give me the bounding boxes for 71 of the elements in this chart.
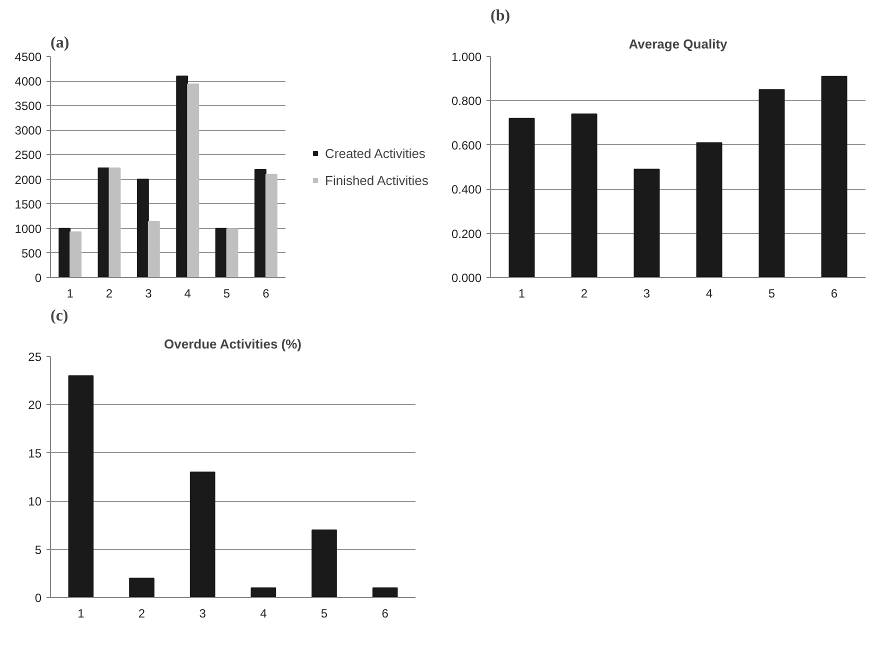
x-tick-label: 2: [580, 286, 588, 300]
x-tick-label: 3: [145, 286, 152, 300]
x-tick-label: 5: [768, 286, 776, 300]
chart-title: Average Quality: [628, 36, 728, 52]
bar: [176, 76, 188, 278]
y-tick-label: 3500: [14, 99, 42, 114]
y-tick-label: 0: [34, 591, 42, 605]
bar: [372, 587, 398, 598]
x-tick-label: 1: [518, 286, 526, 300]
x-tick-label: 5: [223, 286, 230, 300]
bar: [226, 228, 238, 278]
bar: [508, 118, 535, 278]
bar: [148, 221, 160, 278]
bar: [98, 167, 110, 278]
x-tick-label: 1: [66, 286, 74, 300]
bar: [571, 113, 598, 278]
bar: [250, 587, 276, 598]
x-tick-label: 3: [643, 286, 650, 300]
x-tick-label: 2: [138, 606, 146, 620]
y-tick-label: 15: [28, 446, 42, 460]
bar: [68, 375, 94, 598]
bar: [821, 76, 848, 278]
x-tick-label: 6: [382, 606, 389, 620]
x-tick-label: 5: [320, 606, 328, 620]
y-tick-label: 2000: [14, 172, 42, 187]
y-tick-label: 1000: [14, 222, 42, 236]
bar: [190, 472, 216, 598]
bar: [758, 89, 785, 278]
bar: [312, 530, 337, 598]
chart-title: Overdue Activities (%): [164, 336, 302, 352]
bar: [136, 178, 149, 278]
bar: [634, 168, 660, 278]
bar: [265, 174, 278, 278]
bar: [696, 142, 722, 278]
x-tick-label: 4: [260, 606, 268, 620]
y-tick-label: 0: [34, 271, 42, 285]
y-tick-label: 500: [21, 246, 42, 260]
y-tick-label: 20: [28, 398, 42, 412]
y-tick-label: 0.800: [451, 94, 482, 108]
legend-label: Created Activities: [325, 146, 426, 160]
y-tick-label: 10: [28, 494, 42, 509]
bar: [215, 228, 228, 278]
legend-label: Finished Activities: [325, 172, 428, 188]
bar: [187, 84, 200, 278]
x-tick-label: 1: [78, 606, 85, 620]
x-tick-label: 3: [199, 606, 206, 620]
bar: [254, 168, 266, 278]
x-tick-label: 4: [706, 286, 713, 300]
x-tick-label: 6: [262, 286, 270, 300]
text: (a): [50, 34, 70, 52]
y-tick-label: 4000: [14, 74, 42, 89]
y-tick-label: 4500: [14, 50, 42, 64]
x-tick-label: 6: [830, 286, 838, 300]
y-tick-label: 1500: [14, 197, 42, 212]
y-tick-label: 1.000: [451, 50, 482, 64]
x-tick-label: 2: [106, 286, 113, 300]
bar: [108, 167, 121, 278]
text: (b): [490, 8, 510, 24]
bar: [129, 578, 154, 598]
bar: [70, 231, 82, 278]
y-tick-label: 0.400: [451, 182, 482, 197]
text: (c): [50, 308, 68, 324]
y-tick-label: 3000: [14, 124, 42, 138]
y-tick-label: 25: [28, 350, 42, 364]
y-tick-label: 0.000: [451, 271, 482, 285]
bar: [58, 228, 71, 278]
x-tick-label: 4: [184, 286, 192, 300]
y-tick-label: 0.200: [451, 226, 482, 241]
y-tick-label: 2500: [14, 148, 42, 162]
y-tick-label: 0.600: [451, 138, 482, 152]
y-tick-label: 5: [34, 542, 42, 557]
